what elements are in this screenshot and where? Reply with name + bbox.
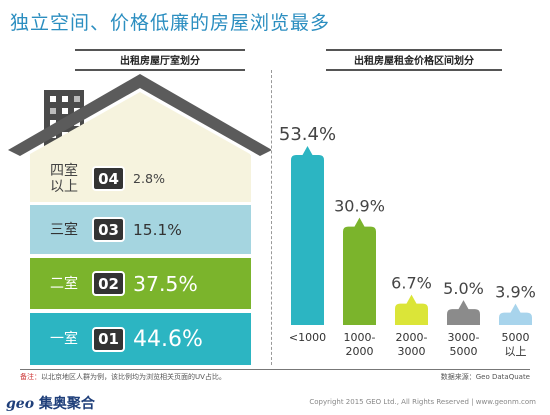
left-subtitle: 出租房屋厅室划分 (75, 49, 245, 71)
subtitle-rule (75, 49, 245, 51)
price-value-label: 5.0% (443, 279, 484, 298)
copyright: Copyright 2015 GEO Ltd., All Rights Rese… (309, 398, 536, 406)
floor-label-line: 二室 (50, 275, 78, 292)
floor-badge: 04 (92, 166, 125, 191)
house-roof (8, 74, 271, 160)
price-category-label: 1000- (344, 331, 376, 344)
price-value-label: 30.9% (334, 197, 385, 216)
right-subtitle-text: 出租房屋租金价格区间划分 (354, 56, 474, 67)
price-category-label: 5000 (450, 345, 478, 358)
brand-logo: geo 集奥聚合 (6, 393, 95, 413)
page-title: 独立空间、价格低廉的房屋浏览最多 (10, 12, 331, 34)
price-category-label: 2000 (346, 345, 374, 358)
subtitle-rule (326, 49, 502, 51)
floor-badge: 03 (92, 217, 125, 242)
price-value-label: 53.4% (279, 124, 336, 145)
floor-value-label: 44.6% (133, 326, 203, 352)
floor-badge: 01 (92, 326, 125, 352)
right-subtitle: 出租房屋租金价格区间划分 (326, 49, 502, 71)
price-value-label: 3.9% (495, 283, 536, 302)
floor-badge: 02 (92, 271, 125, 296)
data-source: 数据来源：Geo DataQuate (440, 373, 530, 381)
price-chart: 53.4% <1000 30.9% 1000-2000 6.7% 2000-3000 5.0… (279, 124, 536, 358)
footnote-label: 备注： (20, 373, 41, 381)
left-subtitle-text: 出租房屋厅室划分 (120, 56, 200, 67)
price-category-label: 5000 (502, 331, 530, 344)
floor-row: 四室 以上 04 2.8% (30, 155, 251, 202)
floor-value-label: 37.5% (133, 271, 198, 296)
price-bar (291, 146, 324, 325)
floor-value-label: 2.8% (133, 171, 166, 186)
attic (30, 92, 250, 160)
floor-label-line: 一室 (50, 331, 78, 347)
floor-row: 三室 03 15.1% (30, 205, 251, 254)
floor-label-line: 以上 (50, 178, 78, 195)
footer-rule (20, 369, 530, 370)
section-divider (271, 70, 272, 365)
price-category-label: <1000 (289, 331, 326, 344)
floor-label: 三室 (50, 222, 92, 238)
floor-label-line: 四室 (50, 162, 78, 179)
footnote: 备注：以北京地区人群为例，该比例均为浏览相关页面的UV占比。 (20, 372, 226, 382)
floor-label: 四室 以上 (50, 163, 92, 195)
floor-label-line: 三室 (50, 221, 78, 238)
price-bar (343, 217, 376, 325)
price-category-label: 3000 (398, 345, 426, 358)
floor-value-label: 15.1% (133, 220, 182, 239)
footnote-text: 以北京地区人群为例，该比例均为浏览相关页面的UV占比。 (41, 373, 226, 381)
floor-label: 一室 (50, 331, 92, 347)
house-chart: 四室 以上 04 2.8% 三室 03 15.1% 二室 02 37.5% 一室 01 44.6% (0, 0, 271, 415)
brand-geo: geo (6, 396, 35, 412)
price-category-label: 以上 (505, 345, 527, 358)
roof (8, 74, 271, 156)
brand-name: 集奥聚合 (38, 396, 95, 412)
subtitle-rule (326, 69, 502, 71)
floor-label: 二室 (50, 276, 92, 292)
price-value-label: 6.7% (391, 274, 432, 293)
floor-row: 一室 01 44.6% (30, 313, 251, 365)
price-bar (499, 303, 532, 325)
price-bar (447, 300, 480, 325)
price-category-label: 3000- (448, 331, 480, 344)
subtitle-rule (75, 69, 245, 71)
floor-row: 二室 02 37.5% (30, 258, 251, 309)
price-bar (395, 294, 428, 325)
price-category-label: 2000- (396, 331, 428, 344)
